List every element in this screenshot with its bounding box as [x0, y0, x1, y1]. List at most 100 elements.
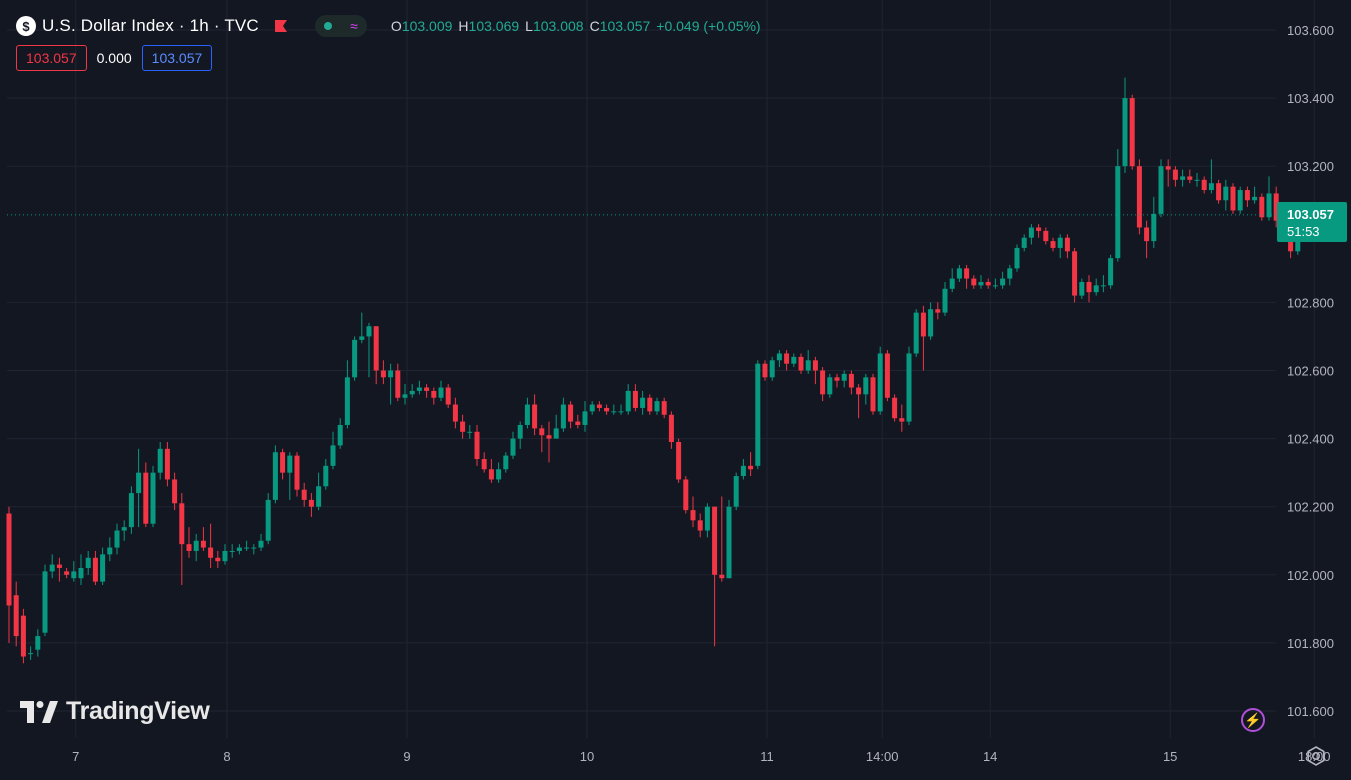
candle — [632, 384, 638, 412]
candle — [366, 322, 372, 378]
price-axis[interactable]: 103.600 103.400 103.200 102.800 102.600 102.4… — [1287, 23, 1334, 719]
time-tick-label: 14:00 — [866, 749, 899, 764]
price-tick-label: 102.200 — [1287, 500, 1334, 515]
candle-body — [136, 472, 142, 494]
low-label: L — [525, 18, 533, 34]
dollar-symbol-icon[interactable]: $ — [16, 16, 36, 36]
candle — [964, 264, 970, 289]
candle-body — [244, 547, 250, 549]
candle — [834, 373, 840, 388]
candle — [496, 462, 502, 483]
candle-body — [668, 414, 674, 443]
candle — [179, 493, 185, 586]
logo-text: TradingView — [66, 697, 210, 725]
candle-body — [28, 653, 34, 655]
candle — [1000, 271, 1006, 289]
candle-body — [654, 401, 660, 412]
candle — [200, 527, 206, 551]
price-tick-label: 101.600 — [1287, 704, 1334, 719]
candle-body — [503, 455, 509, 470]
candle — [229, 544, 235, 558]
candle — [596, 401, 602, 412]
candle-body — [380, 370, 386, 378]
candle — [323, 459, 329, 490]
candle-body — [294, 455, 300, 490]
price-tick-label: 102.400 — [1287, 432, 1334, 447]
candle-body — [1021, 237, 1027, 248]
candle — [1172, 166, 1178, 187]
buy-price-box[interactable]: 103.057 — [141, 45, 213, 71]
candle-body — [820, 370, 826, 395]
candle — [157, 442, 163, 480]
candle — [1230, 183, 1236, 214]
candle-body — [308, 499, 314, 507]
candle-body — [776, 353, 782, 361]
candle-body — [604, 407, 610, 412]
candle-body — [690, 510, 696, 521]
candle — [337, 418, 343, 449]
candle — [1201, 176, 1207, 194]
candle-body — [323, 465, 329, 487]
candle-body — [1036, 227, 1042, 231]
grid-lines — [7, 0, 1315, 738]
candle — [481, 452, 487, 473]
candle — [1122, 77, 1128, 174]
candle — [330, 431, 336, 470]
candle — [539, 424, 545, 453]
candle-body — [769, 360, 775, 378]
high-value: 103.069 — [468, 18, 520, 34]
candle-body — [164, 448, 170, 480]
time-tick-label: 7 — [72, 749, 79, 764]
candle-body — [6, 513, 12, 606]
candle — [1115, 149, 1121, 262]
candle — [726, 499, 732, 579]
tradingview-logo[interactable]: TradingView — [20, 697, 210, 726]
candle — [1079, 278, 1085, 299]
candle — [1180, 169, 1186, 187]
candle — [136, 448, 142, 528]
candle-body — [568, 404, 574, 422]
candle — [906, 346, 912, 425]
candle — [1014, 244, 1020, 272]
candle — [49, 554, 55, 579]
candle-body — [1093, 285, 1099, 293]
symbol-title[interactable]: U.S. Dollar Index · 1h · TVC — [42, 16, 259, 35]
candle-body — [114, 530, 120, 548]
candle — [1064, 234, 1070, 259]
candle-body — [870, 377, 876, 412]
time-tick-label: 18:00 — [1298, 749, 1331, 764]
candle-body — [532, 404, 538, 429]
candle — [344, 360, 350, 429]
candle — [92, 550, 98, 586]
candle — [438, 380, 444, 402]
time-axis[interactable]: 7 8 9 10 11 14:00 14 15 18:00 — [72, 749, 1330, 764]
candle-body — [1273, 193, 1279, 221]
candle-body — [1079, 281, 1085, 296]
candle-body — [1244, 190, 1250, 201]
settings-gear-icon[interactable] — [1305, 745, 1327, 767]
candle-body — [719, 574, 725, 579]
candle — [1144, 220, 1150, 259]
candle-body — [71, 571, 77, 579]
candle-body — [805, 360, 811, 371]
lightning-icon[interactable]: ⚡ — [1241, 708, 1265, 732]
price-tick-label: 101.800 — [1287, 636, 1334, 651]
candle — [1266, 176, 1272, 221]
candle — [359, 312, 365, 344]
candle-body — [942, 288, 948, 313]
candle-body — [13, 595, 19, 637]
market-status-pill[interactable]: ≈ — [314, 15, 367, 37]
candle-body — [445, 387, 451, 405]
flag-icon[interactable] — [273, 19, 289, 33]
sell-price-box[interactable]: 103.057 — [16, 45, 87, 71]
candle-body — [762, 363, 768, 378]
candle-body — [1108, 258, 1114, 286]
candle — [416, 380, 422, 395]
candle — [172, 472, 178, 511]
candle — [114, 523, 120, 555]
candle-body — [935, 309, 941, 313]
candle-body — [848, 373, 854, 388]
candle-body — [460, 421, 466, 432]
candle-body — [899, 418, 905, 422]
